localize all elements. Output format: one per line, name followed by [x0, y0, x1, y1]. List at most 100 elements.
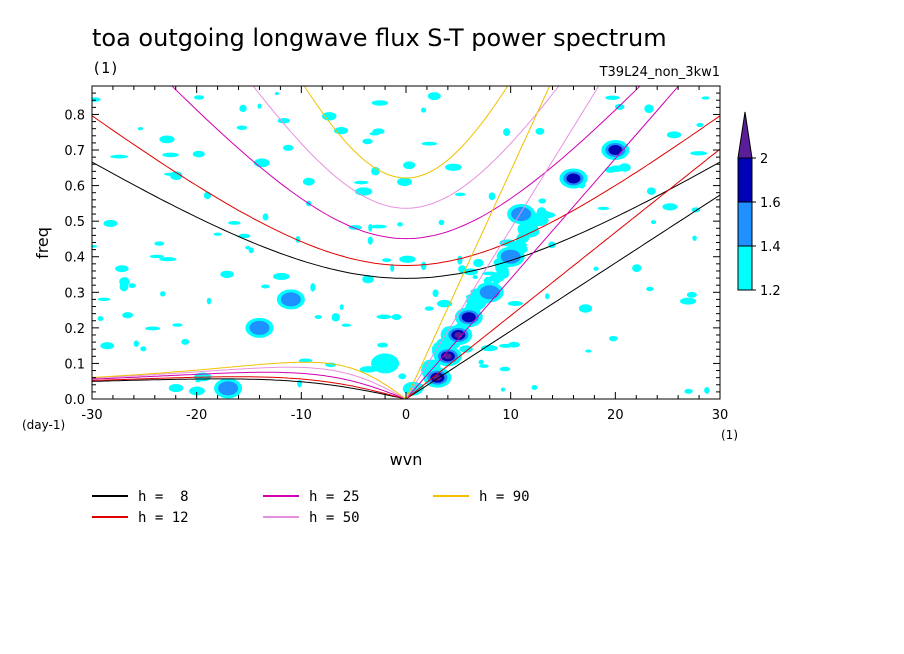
- noise-patch: [368, 223, 373, 232]
- noise-patch: [331, 313, 340, 322]
- noise-patch: [538, 198, 547, 204]
- noise-patch: [220, 270, 234, 279]
- noise-patch: [500, 387, 506, 392]
- noise-patch: [203, 191, 212, 200]
- noise-patch: [424, 306, 434, 311]
- noise-patch: [122, 312, 134, 319]
- noise-patch: [195, 379, 201, 383]
- noise-patch: [609, 165, 624, 172]
- noise-patch: [172, 323, 183, 327]
- noise-patch: [457, 255, 463, 265]
- y-tick-label: 0.6: [64, 180, 85, 195]
- colorbar-label: 1.6: [760, 196, 781, 211]
- x-tick-label: 0: [402, 408, 410, 423]
- noise-patch: [100, 342, 115, 350]
- noise-patch: [696, 122, 704, 127]
- noise-patch: [170, 171, 183, 180]
- noise-patch: [262, 213, 269, 221]
- noise-patch: [310, 283, 316, 292]
- noise-patch: [593, 266, 599, 271]
- title-units: (1): [92, 59, 119, 77]
- run-label: T39L24_non_3kw1: [599, 65, 720, 80]
- noise-patch: [239, 104, 247, 113]
- noise-patch: [103, 219, 118, 228]
- kelvin-curve: [405, 148, 720, 399]
- noise-patch: [213, 232, 222, 236]
- noise-patch: [377, 342, 388, 348]
- noise-patch: [398, 373, 407, 380]
- noise-patch: [128, 283, 136, 289]
- noise-patch: [531, 385, 538, 390]
- noise-patch: [314, 315, 322, 320]
- noise-patch: [684, 388, 693, 394]
- noise-patch: [149, 254, 165, 259]
- noise-patch: [140, 346, 147, 352]
- noise-patch: [133, 340, 139, 347]
- rossby-curve: [92, 376, 407, 399]
- noise-patch: [181, 338, 190, 345]
- noise-patch: [137, 126, 144, 131]
- y-tick-label: 0.1: [64, 357, 85, 372]
- y-tick-label: 0.8: [64, 108, 85, 123]
- noise-patch: [421, 107, 427, 113]
- legend-label: h = 50: [309, 510, 360, 526]
- noise-patch: [605, 95, 620, 100]
- noise-patch: [382, 258, 392, 263]
- noise-patch: [646, 286, 654, 292]
- noise-patch: [644, 104, 654, 113]
- noise-patch: [503, 128, 511, 137]
- noise-patch: [206, 297, 212, 305]
- kelvin-curve: [405, 86, 600, 399]
- peak-outer: [371, 353, 400, 374]
- noise-patch: [704, 386, 710, 394]
- noise-patch: [253, 158, 270, 168]
- peak-mid: [249, 320, 270, 335]
- noise-patch: [646, 187, 656, 195]
- peak-mid: [500, 249, 521, 264]
- noise-patch: [162, 152, 179, 158]
- noise-patch: [92, 244, 98, 248]
- noise-patch: [578, 304, 593, 313]
- noise-patch: [362, 138, 373, 145]
- noise-patch: [480, 345, 498, 352]
- noise-patch: [228, 221, 241, 225]
- noise-patch: [145, 326, 161, 331]
- inertia-gravity-curve: [252, 86, 560, 209]
- y-tick-label: 0.7: [64, 144, 85, 159]
- inertia-gravity-curve: [92, 161, 720, 279]
- y-tick-label: 0.0: [64, 393, 85, 408]
- noise-patch: [159, 135, 175, 144]
- colorbar-segment: [737, 201, 753, 247]
- x-tick-label: -30: [81, 408, 102, 423]
- colorbar-label: 2: [760, 152, 768, 167]
- peak-mid: [280, 292, 301, 307]
- noise-patch: [298, 358, 313, 363]
- rossby-curve: [92, 361, 407, 399]
- noise-patch: [189, 386, 205, 396]
- noise-patch: [261, 284, 270, 289]
- noise-patch: [535, 127, 545, 135]
- noise-patch: [248, 247, 254, 254]
- noise-patch: [354, 187, 373, 196]
- noise-patch: [321, 112, 337, 121]
- y-tick-label: 0.4: [64, 251, 85, 266]
- noise-patch: [302, 177, 315, 186]
- noise-patch: [420, 261, 427, 271]
- noise-patch: [459, 345, 473, 353]
- x-tick-label: 30: [712, 408, 729, 423]
- noise-patch: [692, 235, 697, 241]
- x-tick-label: 20: [607, 408, 624, 423]
- noise-patch: [110, 154, 129, 159]
- noise-patch: [686, 291, 697, 298]
- peak-inner: [461, 312, 476, 323]
- noise-patch: [159, 257, 177, 262]
- noise-patch: [282, 144, 294, 151]
- axis-ticks: [91, 85, 721, 400]
- noise-patch: [499, 343, 513, 348]
- noise-patch: [362, 274, 374, 284]
- noise-patch: [488, 192, 496, 201]
- kelvin-band-patch: [517, 221, 539, 237]
- plot-frame: [91, 85, 721, 400]
- y-tick-label: 0.2: [64, 322, 85, 337]
- rossby-curve: [92, 378, 407, 399]
